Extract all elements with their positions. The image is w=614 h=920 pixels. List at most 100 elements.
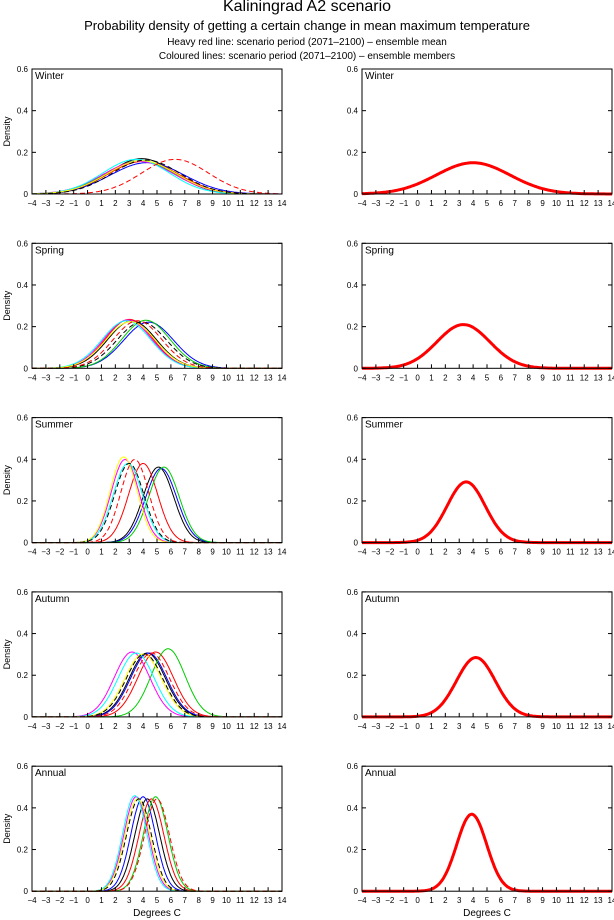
x-tick-label: 0 <box>85 548 90 557</box>
y-tick-label: 0.4 <box>347 804 359 813</box>
x-tick-label: 4 <box>471 548 476 557</box>
x-tick-label: 1 <box>429 896 434 905</box>
x-tick-label: 6 <box>169 548 174 557</box>
x-tick-label: 1 <box>99 896 104 905</box>
x-tick-label: 6 <box>499 548 504 557</box>
plot-frame <box>361 417 613 544</box>
x-tick-label: 9 <box>540 896 545 905</box>
x-tick-label: 1 <box>99 373 104 382</box>
plot-frame <box>361 242 613 369</box>
x-tick-label: 2 <box>443 722 448 731</box>
y-tick-label: 0 <box>354 190 359 199</box>
x-tick-label: 2 <box>113 373 118 382</box>
x-tick-label: 8 <box>526 548 531 557</box>
x-tick-label: 1 <box>429 199 434 208</box>
x-tick-label: 13 <box>264 722 273 731</box>
x-tick-label: 9 <box>210 199 215 208</box>
x-tick-label: −3 <box>41 896 51 905</box>
x-tick-label: 8 <box>196 199 201 208</box>
x-tick-label: 0 <box>415 199 420 208</box>
x-tick-label: 2 <box>113 199 118 208</box>
x-tick-label: −2 <box>55 199 65 208</box>
ensemble-mean-curve <box>361 161 612 196</box>
x-tick-label: 12 <box>250 896 259 905</box>
x-tick-label: −3 <box>41 722 51 731</box>
x-tick-label: 12 <box>580 373 589 382</box>
y-axis-label: Density <box>2 813 12 844</box>
x-tick-label: 10 <box>552 896 561 905</box>
figure-subtitle: Probability density of getting a certain… <box>84 18 530 33</box>
y-tick-label: 0.2 <box>17 148 29 157</box>
x-tick-label: 3 <box>457 896 462 905</box>
x-tick-label: −2 <box>385 199 395 208</box>
x-tick-label: 2 <box>443 373 448 382</box>
y-tick-label: 0.2 <box>347 846 359 855</box>
panel-annual-members: −4 −3 −2 −1 0 1 2 3 4 5 6 7 8 9 10 11 12 13 1400.20.40.6An… <box>2 762 287 919</box>
x-tick-label: 12 <box>250 548 259 557</box>
y-tick-label: 0.4 <box>347 630 359 639</box>
y-tick-label: 0 <box>24 539 29 548</box>
x-tick-label: 6 <box>169 373 174 382</box>
x-tick-label: 10 <box>222 199 231 208</box>
x-tick-label: 4 <box>141 722 146 731</box>
x-tick-label: 3 <box>457 373 462 382</box>
y-tick-label: 0 <box>24 364 29 373</box>
y-tick-label: 0.4 <box>347 455 359 464</box>
x-tick-label: 3 <box>457 548 462 557</box>
x-tick-label: 11 <box>566 896 575 905</box>
x-tick-label: 11 <box>566 199 575 208</box>
y-tick-label: 0.6 <box>347 588 359 597</box>
member-curve-7 <box>32 798 282 892</box>
x-tick-label: 8 <box>526 722 531 731</box>
season-label: Annual <box>35 768 66 779</box>
x-tick-label: 9 <box>540 722 545 731</box>
x-tick-label: 11 <box>236 373 245 382</box>
x-tick-label: 6 <box>499 722 504 731</box>
x-tick-label: 5 <box>485 373 490 382</box>
x-tick-label: 10 <box>552 199 561 208</box>
x-tick-label: −3 <box>41 199 51 208</box>
x-tick-label: 2 <box>113 722 118 731</box>
x-tick-label: 14 <box>608 722 614 731</box>
x-tick-label: −1 <box>399 722 409 731</box>
season-label: Summer <box>35 420 73 431</box>
x-tick-label: −1 <box>399 896 409 905</box>
x-tick-label: 14 <box>608 199 614 208</box>
x-tick-label: 10 <box>222 896 231 905</box>
x-tick-label: 14 <box>608 373 614 382</box>
y-tick-label: 0 <box>24 190 29 199</box>
x-tick-label: 13 <box>594 548 603 557</box>
y-tick-label: 0.4 <box>17 107 29 116</box>
x-tick-label: 14 <box>278 373 287 382</box>
x-tick-label: 2 <box>113 896 118 905</box>
x-tick-label: −1 <box>69 199 79 208</box>
panel-spring-mean: −4−3−2−10123456789101112131400.20.40.6Sp… <box>347 239 614 382</box>
x-tick-label: −4 <box>357 722 367 731</box>
y-tick-label: 0.6 <box>17 762 29 771</box>
plot-frame <box>31 242 283 369</box>
x-tick-label: 5 <box>155 199 160 208</box>
y-tick-label: 0.6 <box>347 414 359 423</box>
x-tick-label: 9 <box>540 548 545 557</box>
panel-winter-members: −4 −3 −2 −1 0 1 2 3 4 5 6 7 8 9 10 11 12 13 1400.20.40.6Wi… <box>2 65 287 208</box>
x-tick-label: −2 <box>55 722 65 731</box>
x-tick-label: 14 <box>278 548 287 557</box>
panel-spring-members: −4 −3 −2 −1 0 1 2 3 4 5 6 7 8 9 10 11 12 13 1400.20.40.6Sp… <box>2 239 287 382</box>
x-tick-label: 0 <box>415 548 420 557</box>
season-label: Autumn <box>365 594 399 605</box>
season-label: Summer <box>365 420 403 431</box>
x-tick-label: 8 <box>196 373 201 382</box>
x-tick-label: 10 <box>552 548 561 557</box>
x-tick-label: −4 <box>27 548 37 557</box>
x-tick-label: 4 <box>471 373 476 382</box>
x-tick-label: 10 <box>552 373 561 382</box>
x-tick-label: −3 <box>371 896 381 905</box>
x-tick-label: 11 <box>236 896 245 905</box>
plot-frame <box>31 591 283 718</box>
panel-summer-members: −4 −3 −2 −1 0 1 2 3 4 5 6 7 8 9 10 11 12 13 1400.20.40.6Su… <box>2 414 287 557</box>
x-axis-label: Degrees C <box>133 908 181 919</box>
x-tick-label: 5 <box>485 896 490 905</box>
x-tick-label: 3 <box>457 199 462 208</box>
x-tick-label: 8 <box>526 896 531 905</box>
x-tick-label: −3 <box>41 548 51 557</box>
